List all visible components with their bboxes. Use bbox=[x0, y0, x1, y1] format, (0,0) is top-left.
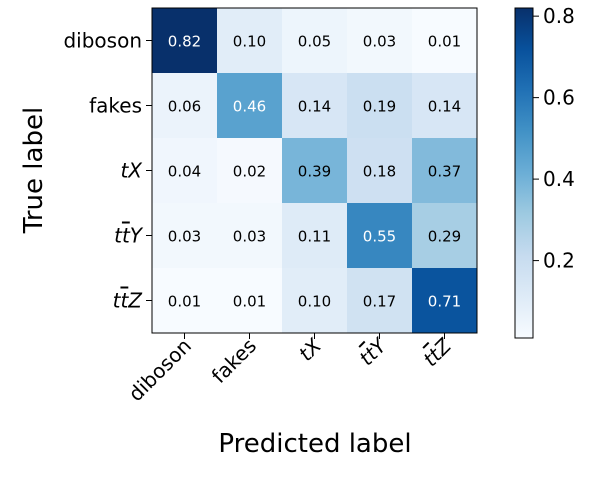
heatmap-cell bbox=[152, 8, 217, 73]
heatmap-cell bbox=[152, 138, 217, 203]
cell-value-label: 0.10 bbox=[298, 293, 331, 311]
cell-value-label: 0.01 bbox=[428, 33, 461, 51]
cell-value-label: 0.46 bbox=[233, 98, 266, 116]
y-tick-label: ttZ bbox=[113, 289, 144, 313]
heatmap-cell bbox=[412, 138, 477, 203]
heatmap-cell bbox=[152, 268, 217, 333]
cell-value-label: 0.37 bbox=[428, 163, 461, 181]
heatmap-cell bbox=[282, 8, 347, 73]
heatmap-cells bbox=[152, 8, 477, 333]
x-tick-label: tX bbox=[294, 333, 327, 366]
heatmap-cell bbox=[412, 73, 477, 138]
x-tick-label: diboson bbox=[124, 334, 196, 406]
heatmap-cell bbox=[217, 203, 282, 268]
y-tick-label: fakes bbox=[89, 94, 142, 118]
heatmap-cell bbox=[282, 73, 347, 138]
heatmap-cell bbox=[347, 268, 412, 333]
colorbar-tick-label: 0.2 bbox=[543, 249, 575, 273]
heatmap-cell bbox=[282, 138, 347, 203]
cell-value-label: 0.19 bbox=[363, 98, 396, 116]
cell-value-label: 0.39 bbox=[298, 163, 331, 181]
cell-value-label: 0.71 bbox=[428, 293, 461, 311]
colorbar-tick-label: 0.6 bbox=[543, 86, 575, 110]
heatmap-cell bbox=[217, 268, 282, 333]
cell-value-label: 0.03 bbox=[168, 228, 201, 246]
cell-value-label: 0.03 bbox=[233, 228, 266, 246]
cell-value-label: 0.18 bbox=[363, 163, 396, 181]
cell-value-label: 0.17 bbox=[363, 293, 396, 311]
cell-value-label: 0.29 bbox=[428, 228, 461, 246]
colorbar-tick-label: 0.8 bbox=[543, 4, 575, 28]
colorbar-tick-label: 0.4 bbox=[543, 167, 575, 191]
heatmap-cell-labels: 0.82 0.10 0.05 0.03 0.01 0.06 0.46 0.14 0.19 0.14… bbox=[168, 33, 461, 311]
cell-value-label: 0.10 bbox=[233, 33, 266, 51]
cell-value-label: 0.01 bbox=[233, 293, 266, 311]
cell-value-label: 0.04 bbox=[168, 163, 201, 181]
cell-value-label: 0.14 bbox=[428, 98, 461, 116]
y-tick-label: diboson bbox=[63, 29, 142, 53]
heatmap-cell bbox=[412, 8, 477, 73]
colorbar-ticks: 0.2 0.4 0.6 0.8 bbox=[533, 4, 575, 273]
heatmap-cell bbox=[217, 138, 282, 203]
cell-value-label: 0.05 bbox=[298, 33, 331, 51]
y-axis-ticks: diboson fakes tX ttY ttZ bbox=[63, 29, 152, 313]
heatmap-frame bbox=[151, 7, 478, 334]
heatmap-cell bbox=[347, 8, 412, 73]
heatmap-cell bbox=[412, 268, 477, 333]
cell-value-label: 0.02 bbox=[233, 163, 266, 181]
heatmap-cell bbox=[217, 8, 282, 73]
y-tick-label: tX bbox=[120, 159, 143, 183]
cell-value-label: 0.06 bbox=[168, 98, 201, 116]
y-tick-label: ttY bbox=[114, 224, 144, 248]
x-axis-ticks: diboson fakes tX ttY ttZ bbox=[124, 332, 457, 406]
cell-value-label: 0.14 bbox=[298, 98, 331, 116]
colorbar bbox=[514, 7, 534, 339]
x-axis-title: Predicted label bbox=[218, 429, 411, 459]
cell-value-label: 0.82 bbox=[168, 33, 201, 51]
heatmap-cell bbox=[347, 203, 412, 268]
cell-value-label: 0.03 bbox=[363, 33, 396, 51]
cell-value-label: 0.55 bbox=[363, 228, 396, 246]
heatmap-cell bbox=[347, 138, 412, 203]
cell-value-label: 0.11 bbox=[298, 228, 331, 246]
heatmap-cell bbox=[152, 203, 217, 268]
heatmap-cell bbox=[412, 203, 477, 268]
x-tick-label: fakes bbox=[207, 334, 261, 388]
heatmap-cell bbox=[347, 73, 412, 138]
cell-value-label: 0.01 bbox=[168, 293, 201, 311]
x-tick-label: ttZ bbox=[418, 333, 457, 372]
heatmap-cell bbox=[217, 73, 282, 138]
heatmap-cell bbox=[282, 203, 347, 268]
y-axis-title: True label bbox=[19, 107, 49, 234]
x-tick-label: ttY bbox=[354, 332, 392, 370]
heatmap-cell bbox=[282, 268, 347, 333]
heatmap-cell bbox=[152, 73, 217, 138]
